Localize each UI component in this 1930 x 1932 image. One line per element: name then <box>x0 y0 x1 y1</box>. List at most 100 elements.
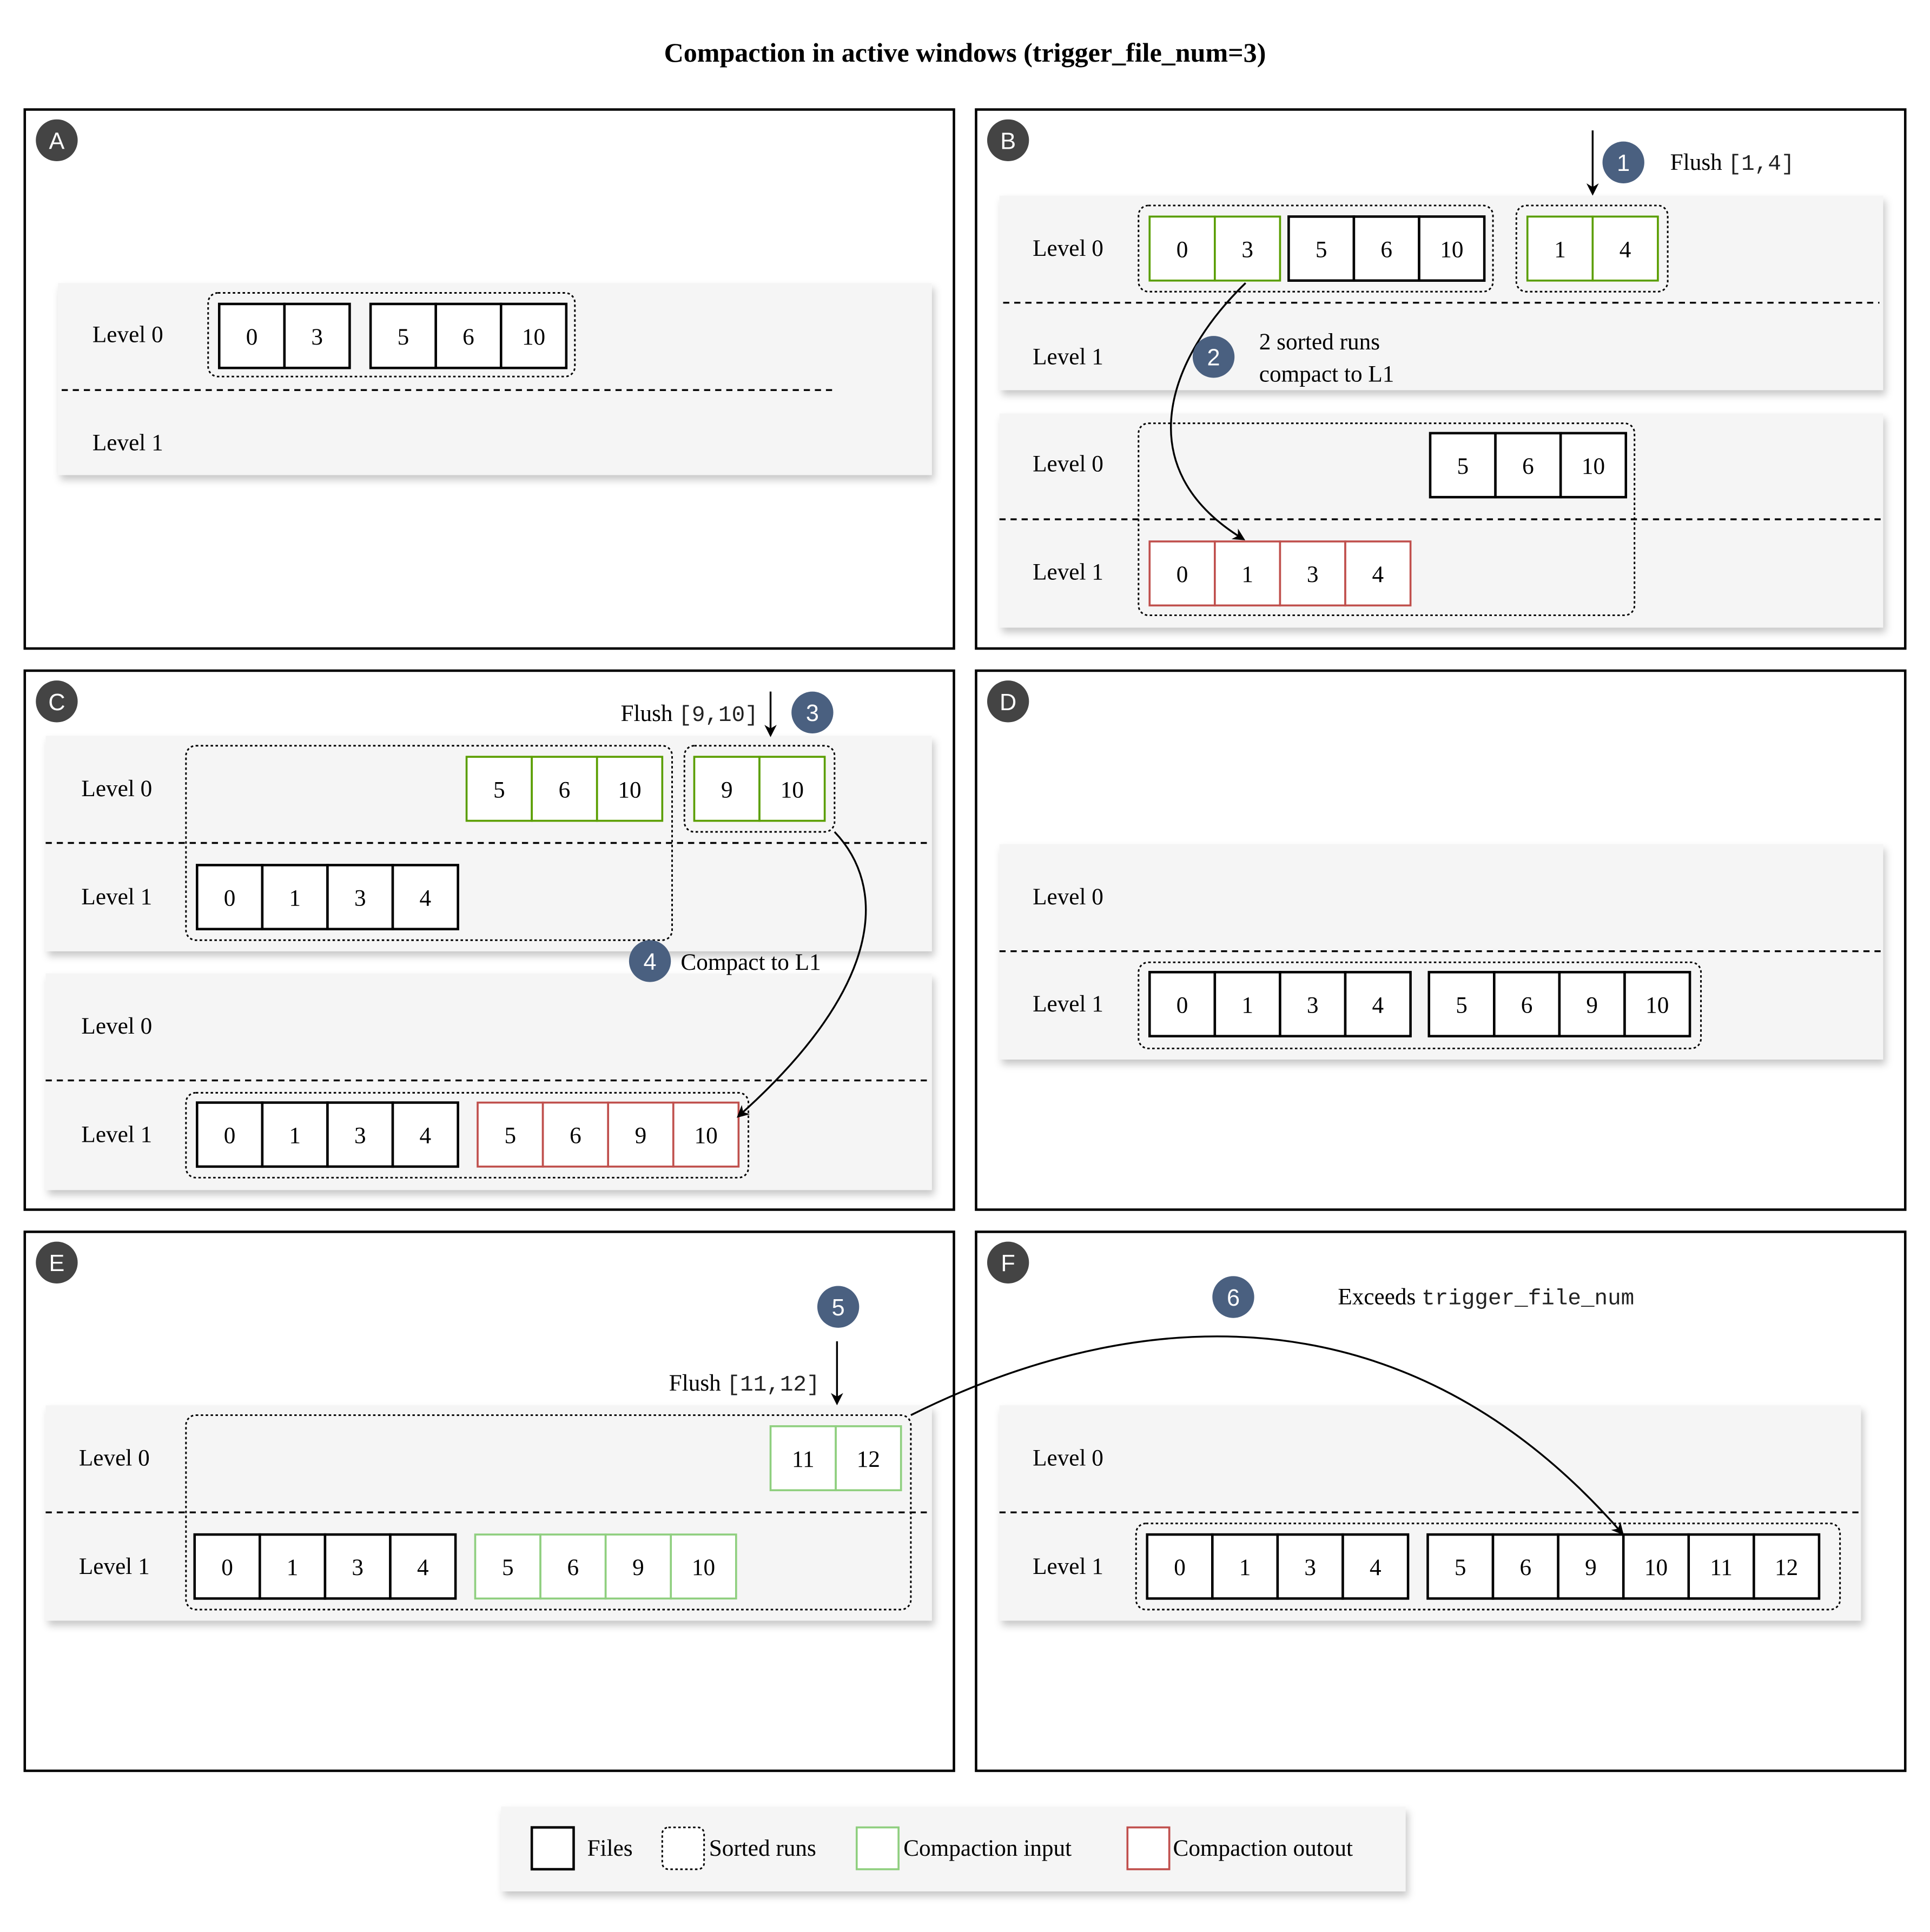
legend-files-label: Files <box>587 1835 633 1861</box>
panel-badge <box>987 1241 1029 1283</box>
arrow <box>736 831 867 1118</box>
sorted-run <box>683 745 836 833</box>
file-label: 6 <box>567 1554 579 1580</box>
step-badge <box>1192 336 1235 378</box>
file-box <box>1211 1533 1279 1600</box>
file-label: 0 <box>224 1123 236 1149</box>
step-number: 2 <box>1207 345 1220 371</box>
level-label: Level 0 <box>1033 884 1103 910</box>
file-box <box>1148 971 1217 1037</box>
file-box <box>1213 971 1281 1037</box>
file-box <box>539 1533 607 1600</box>
file-label: 3 <box>354 1123 366 1149</box>
file-label: 6 <box>1521 992 1533 1018</box>
file-label: 10 <box>1644 1554 1668 1580</box>
sorted-run <box>185 745 673 941</box>
file-box <box>1146 1533 1214 1600</box>
file-box <box>326 1101 394 1168</box>
sorted-run <box>207 292 576 378</box>
panel-letter: F <box>1001 1250 1015 1276</box>
file-box <box>693 756 761 822</box>
file-box <box>1559 432 1628 499</box>
file-box <box>283 302 351 369</box>
file-box <box>1344 540 1412 607</box>
file-box <box>1427 971 1496 1037</box>
diagram-title: Compaction in active windows (trigger_fi… <box>664 37 1266 68</box>
file-box <box>369 302 437 369</box>
level-label: Level 0 <box>1033 1445 1103 1471</box>
file-label: 10 <box>781 777 804 803</box>
step-number: 4 <box>644 949 657 975</box>
panel-badge <box>36 680 78 723</box>
file-box <box>1214 540 1281 607</box>
file-box <box>1148 215 1216 282</box>
panel-letter: E <box>49 1250 65 1276</box>
file-label: 5 <box>1455 1554 1466 1580</box>
sorted-run <box>185 1414 912 1611</box>
file-label: 6 <box>1520 1554 1532 1580</box>
file-label: 6 <box>462 324 474 350</box>
file-box <box>391 1101 459 1168</box>
file-box <box>196 864 264 931</box>
file-label: 3 <box>1307 561 1319 587</box>
level-label: Level 1 <box>1033 991 1103 1017</box>
file-label: 4 <box>1620 237 1631 263</box>
file-label: 10 <box>692 1554 715 1580</box>
file-box <box>769 1425 837 1492</box>
file-label: 4 <box>420 885 432 911</box>
level-label: Level 0 <box>81 1013 152 1039</box>
file-box <box>323 1533 392 1600</box>
sorted-run <box>1138 422 1636 617</box>
file-label: 6 <box>559 777 571 803</box>
file-box <box>604 1533 672 1600</box>
file-box <box>1352 215 1420 282</box>
file-label: 1 <box>287 1554 299 1580</box>
legend-input-swatch <box>855 1826 900 1870</box>
file-box <box>1341 1533 1410 1600</box>
file-box <box>193 1533 261 1600</box>
file-label: 0 <box>1176 237 1188 263</box>
file-box <box>1557 1533 1625 1600</box>
panel-letter: D <box>1000 690 1016 716</box>
file-label: 9 <box>635 1123 647 1149</box>
level-label: Level 0 <box>81 776 152 802</box>
file-label: 10 <box>618 777 641 803</box>
file-label: 0 <box>1174 1554 1186 1580</box>
file-box <box>477 1101 544 1168</box>
file-box <box>1418 215 1486 282</box>
file-label: 5 <box>493 777 505 803</box>
file-label: 0 <box>1176 992 1188 1018</box>
file-label: 10 <box>694 1123 717 1149</box>
file-box <box>1494 432 1562 499</box>
file-label: 0 <box>224 885 236 911</box>
file-label: 1 <box>1241 561 1253 587</box>
file-label: 6 <box>1380 237 1392 263</box>
level-label: Level 1 <box>92 430 163 456</box>
level-label: Level 1 <box>1033 559 1103 585</box>
panel-letter: A <box>49 128 65 154</box>
panel-badge <box>987 119 1029 162</box>
step-badge <box>1212 1276 1254 1318</box>
file-box <box>1526 215 1594 282</box>
file-label: 3 <box>1241 237 1253 263</box>
file-label: 6 <box>570 1123 581 1149</box>
file-label: 3 <box>352 1554 363 1580</box>
level-label: Level 0 <box>1033 235 1103 261</box>
file-label: 12 <box>1775 1554 1798 1580</box>
flush-label: Flush [11,12] <box>669 1370 820 1398</box>
file-label: 4 <box>1370 1554 1382 1580</box>
file-label: 4 <box>1372 992 1384 1018</box>
level-label: Level 1 <box>81 1121 152 1147</box>
panel-badge <box>987 680 1029 723</box>
legend-files-swatch <box>530 1826 575 1871</box>
file-label: 5 <box>1457 453 1469 479</box>
note-line: compact to L1 <box>1259 361 1394 387</box>
level-label: Level 1 <box>81 884 152 910</box>
level-label: Level 1 <box>79 1553 150 1579</box>
file-label: 3 <box>354 885 366 911</box>
step-badge <box>791 691 834 733</box>
file-box <box>1491 1533 1559 1600</box>
level-label: Level 0 <box>1033 451 1103 477</box>
legend-input-label: Compaction input <box>903 1835 1072 1861</box>
